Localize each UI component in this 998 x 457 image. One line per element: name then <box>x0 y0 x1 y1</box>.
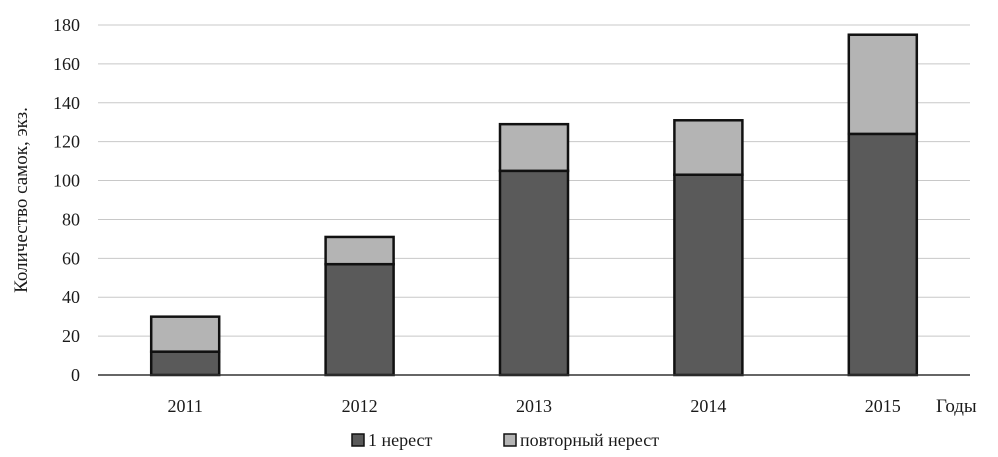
bar-segment-2014-first-spawn <box>673 173 744 377</box>
x-tick-label: 2012 <box>342 396 378 416</box>
y-tick-label: 160 <box>53 54 80 74</box>
x-tick-label: 2011 <box>168 396 203 416</box>
y-axis-title: Количество самок, экз. <box>11 107 32 293</box>
bar-segment-2014-repeat-spawn <box>673 119 744 176</box>
legend-label: повторный нерест <box>520 430 659 450</box>
y-tick-labels: 0 20 40 60 80 100 120 140 160 180 <box>53 15 80 385</box>
bar-segment-2012-repeat-spawn <box>324 235 395 266</box>
bars <box>149 33 919 377</box>
y-tick-label: 100 <box>53 171 80 191</box>
bar-segment-2012-first-spawn <box>324 262 395 377</box>
bar-segment-2013-first-spawn <box>498 169 570 377</box>
x-tick-label: 2014 <box>690 396 726 416</box>
legend-label: 1 нерест <box>368 430 433 450</box>
bar-segment-2013-repeat-spawn <box>498 122 570 173</box>
legend: 1 нерест повторный нерест <box>351 430 659 450</box>
legend-swatch <box>351 433 365 447</box>
bar-segment-2011-repeat-spawn <box>149 315 221 353</box>
y-tick-label: 140 <box>53 93 80 113</box>
y-tick-label: 60 <box>62 248 80 268</box>
bar-segment-2015-repeat-spawn <box>847 33 919 136</box>
legend-swatch <box>503 433 517 447</box>
bar-segment-2011-first-spawn <box>149 350 221 377</box>
x-tick-labels: 2011 2012 2013 2014 2015 <box>168 396 901 416</box>
y-tick-label: 40 <box>62 287 80 307</box>
x-axis-title: Годы <box>936 396 977 417</box>
y-tick-label: 80 <box>62 209 80 229</box>
x-tick-label: 2015 <box>865 396 901 416</box>
y-tick-label: 180 <box>53 15 80 35</box>
y-tick-label: 20 <box>62 326 80 346</box>
x-tick-label: 2013 <box>516 396 552 416</box>
y-tick-label: 120 <box>53 132 80 152</box>
bar-segment-2015-first-spawn <box>847 132 919 377</box>
y-tick-label: 0 <box>71 365 80 385</box>
